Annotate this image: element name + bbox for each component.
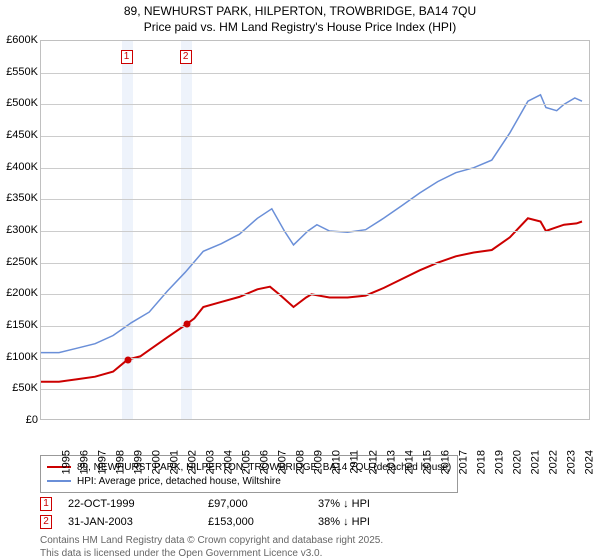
sale-delta: 37% ↓ HPI: [318, 498, 418, 510]
sale-row: 2 31-JAN-2003£153,00038% ↓ HPI: [40, 513, 418, 531]
x-tick-label: 2014: [403, 450, 415, 474]
y-tick-label: £200K: [0, 287, 38, 299]
x-tick-label: 2005: [241, 450, 253, 474]
series-line-hpi: [41, 95, 582, 353]
y-tick-label: £600K: [0, 34, 38, 46]
chart-container: { "title_line1": "89, NEWHURST PARK, HIL…: [0, 0, 600, 560]
sale-row: 1 22-OCT-1999£97,00037% ↓ HPI: [40, 495, 418, 513]
sales-table: 1 22-OCT-1999£97,00037% ↓ HPI 2 31-JAN-2003…: [40, 495, 418, 531]
title-line2: Price paid vs. HM Land Registry's House …: [0, 20, 600, 36]
legend-swatch: [47, 480, 71, 482]
x-tick-label: 2012: [367, 450, 379, 474]
gridline-y: [41, 231, 589, 232]
x-tick-label: 2011: [348, 450, 360, 474]
gridline-y: [41, 263, 589, 264]
y-tick-label: £300K: [0, 224, 38, 236]
footnote-line2: This data is licensed under the Open Gov…: [40, 547, 383, 560]
y-tick-label: £50K: [0, 382, 38, 394]
x-tick-label: 2009: [313, 450, 325, 474]
plot-marker-2: 2: [180, 50, 192, 64]
sale-point-marker: [183, 321, 190, 328]
sale-date: 22-OCT-1999: [68, 498, 208, 510]
x-tick-label: 2010: [331, 450, 343, 474]
title-line1: 89, NEWHURST PARK, HILPERTON, TROWBRIDGE…: [0, 4, 600, 20]
sale-price: £153,000: [208, 516, 318, 528]
sale-price: £97,000: [208, 498, 318, 510]
y-tick-label: £100K: [0, 351, 38, 363]
chart-title: 89, NEWHURST PARK, HILPERTON, TROWBRIDGE…: [0, 0, 600, 35]
gridline-y: [41, 104, 589, 105]
x-tick-label: 2002: [187, 450, 199, 474]
footnote: Contains HM Land Registry data © Crown c…: [40, 534, 383, 560]
gridline-y: [41, 136, 589, 137]
y-tick-label: £400K: [0, 161, 38, 173]
x-tick-label: 2024: [583, 450, 595, 474]
footnote-line1: Contains HM Land Registry data © Crown c…: [40, 534, 383, 547]
x-tick-label: 2015: [421, 450, 433, 474]
x-tick-label: 2018: [475, 450, 487, 474]
x-tick-label: 2000: [151, 450, 163, 474]
legend-row: HPI: Average price, detached house, Wilt…: [47, 474, 451, 488]
x-tick-label: 1997: [97, 450, 109, 474]
gridline-y: [41, 326, 589, 327]
gridline-y: [41, 73, 589, 74]
y-tick-label: £500K: [0, 97, 38, 109]
x-tick-label: 2017: [457, 450, 469, 474]
x-tick-label: 1998: [115, 450, 127, 474]
x-tick-label: 2013: [385, 450, 397, 474]
gridline-y: [41, 199, 589, 200]
plot-marker-1: 1: [121, 50, 133, 64]
legend-label: HPI: Average price, detached house, Wilt…: [77, 476, 281, 487]
x-tick-label: 2023: [565, 450, 577, 474]
gridline-y: [41, 168, 589, 169]
x-tick-label: 1999: [133, 450, 145, 474]
plot-area: [40, 40, 590, 420]
x-tick-label: 2016: [439, 450, 451, 474]
chart-lines-svg: [41, 41, 589, 419]
y-tick-label: £250K: [0, 256, 38, 268]
sale-point-marker: [124, 356, 131, 363]
x-tick-label: 2004: [223, 450, 235, 474]
y-tick-label: £150K: [0, 319, 38, 331]
y-tick-label: £350K: [0, 192, 38, 204]
gridline-y: [41, 389, 589, 390]
x-tick-label: 2007: [277, 450, 289, 474]
x-tick-label: 2020: [511, 450, 523, 474]
y-tick-label: £550K: [0, 66, 38, 78]
x-tick-label: 2021: [529, 450, 541, 474]
x-tick-label: 2022: [547, 450, 559, 474]
x-tick-label: 2008: [295, 450, 307, 474]
y-tick-label: £450K: [0, 129, 38, 141]
x-tick-label: 1995: [60, 450, 72, 474]
gridline-y: [41, 294, 589, 295]
x-tick-label: 1996: [79, 450, 91, 474]
y-tick-label: £0: [0, 414, 38, 426]
x-tick-label: 2001: [169, 450, 181, 474]
sale-delta: 38% ↓ HPI: [318, 516, 418, 528]
sale-marker: 2: [40, 515, 52, 529]
x-tick-label: 2019: [493, 450, 505, 474]
x-tick-label: 2006: [259, 450, 271, 474]
x-tick-label: 2003: [205, 450, 217, 474]
sale-date: 31-JAN-2003: [68, 516, 208, 528]
sale-marker: 1: [40, 497, 52, 511]
